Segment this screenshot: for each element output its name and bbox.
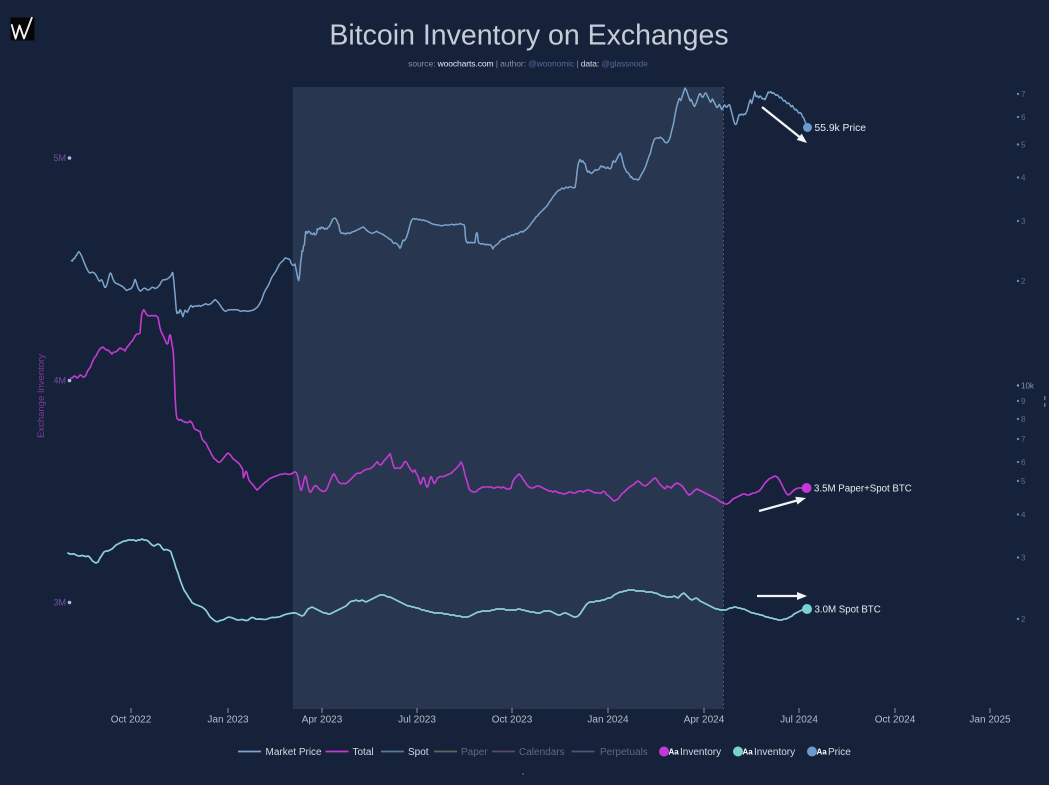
svg-text:3: 3 — [1021, 217, 1026, 226]
svg-text:Oct 2024: Oct 2024 — [875, 715, 916, 726]
svg-text:Jul 2024: Jul 2024 — [780, 715, 818, 726]
svg-text:3: 3 — [1021, 553, 1026, 562]
svg-text:Inventory: Inventory — [754, 747, 795, 758]
svg-text:55.9k Price: 55.9k Price — [815, 123, 867, 134]
svg-text:Apr 2024: Apr 2024 — [684, 715, 725, 726]
svg-text:Jul 2023: Jul 2023 — [398, 715, 436, 726]
svg-text:Perpetuals: Perpetuals — [600, 747, 648, 758]
svg-text:Inventory: Inventory — [680, 747, 721, 758]
svg-text:Aa: Aa — [669, 748, 680, 757]
svg-text:5M: 5M — [53, 153, 66, 163]
svg-text:Jan 2023: Jan 2023 — [207, 715, 249, 726]
svg-text:9: 9 — [1021, 397, 1026, 406]
svg-text:Aa: Aa — [817, 748, 828, 757]
svg-text:8: 8 — [1021, 415, 1026, 424]
svg-text:5: 5 — [1021, 140, 1026, 149]
svg-text:Spot: Spot — [408, 747, 429, 758]
svg-text:Jan 2025: Jan 2025 — [969, 715, 1011, 726]
svg-text:Apr 2023: Apr 2023 — [302, 715, 343, 726]
svg-text:Calendars: Calendars — [519, 747, 565, 758]
svg-text:3.5M Paper+Spot BTC: 3.5M Paper+Spot BTC — [814, 484, 912, 495]
svg-text:3.0M Spot BTC: 3.0M Spot BTC — [815, 605, 881, 616]
svg-text:Bitcoin Inventory on Exchanges: Bitcoin Inventory on Exchanges — [329, 20, 728, 52]
svg-text:4M: 4M — [53, 376, 66, 386]
svg-text:7: 7 — [1021, 90, 1026, 99]
svg-text:Market Price: Market Price — [266, 747, 323, 758]
svg-text:Aa: Aa — [743, 748, 754, 757]
svg-text:Exchange Inventory: Exchange Inventory — [36, 354, 47, 438]
svg-text:3M: 3M — [53, 598, 66, 608]
svg-text:7: 7 — [1021, 435, 1026, 444]
svg-text:Oct 2022: Oct 2022 — [111, 715, 152, 726]
svg-text:2: 2 — [1021, 277, 1026, 286]
svg-text:Total: Total — [353, 747, 374, 758]
svg-text:10k: 10k — [1021, 381, 1035, 390]
svg-text:6: 6 — [1021, 458, 1026, 467]
svg-text:4: 4 — [1021, 173, 1026, 182]
svg-text:6: 6 — [1021, 113, 1026, 122]
svg-text:4: 4 — [1021, 510, 1026, 519]
svg-text:Price: Price — [828, 747, 851, 758]
svg-text:5: 5 — [1021, 477, 1026, 486]
svg-text:2: 2 — [1021, 615, 1026, 624]
svg-text:Oct 2023: Oct 2023 — [492, 715, 533, 726]
svg-text:Paper: Paper — [461, 747, 488, 758]
svg-text:Jan 2024: Jan 2024 — [587, 715, 629, 726]
svg-text:source: woocharts.com | author: source: woocharts.com | author: @woonomi… — [408, 59, 648, 69]
